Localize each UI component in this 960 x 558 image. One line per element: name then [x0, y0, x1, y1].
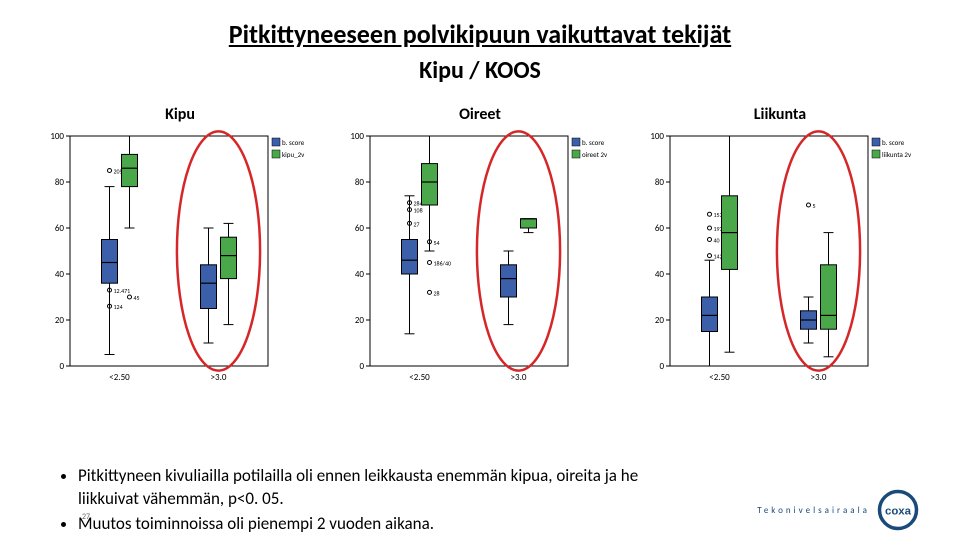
- svg-text:60: 60: [55, 223, 65, 234]
- svg-text:186/40: 186/40: [434, 260, 452, 268]
- slide-title: Pitkittyneeseen polvikipuun vaikuttavat …: [0, 18, 960, 50]
- svg-text:27: 27: [414, 220, 420, 228]
- logo-mark: coxa: [876, 488, 920, 532]
- svg-text:40: 40: [655, 269, 665, 280]
- svg-text:b. score: b. score: [282, 138, 305, 147]
- svg-text:>3.0: >3.0: [211, 372, 227, 383]
- svg-text:<2.50: <2.50: [109, 372, 130, 383]
- page-number: 27: [82, 512, 90, 522]
- svg-text:20: 20: [355, 315, 365, 326]
- svg-text:12.471: 12.471: [114, 287, 131, 295]
- svg-text:80: 80: [655, 177, 665, 188]
- bullet-item: Pitkittyneen kivuliailla potilailla oli …: [78, 465, 700, 511]
- svg-text:40: 40: [714, 237, 720, 245]
- svg-text:20: 20: [655, 315, 665, 326]
- bullet-list: Pitkittyneen kivuliailla potilailla oli …: [60, 465, 700, 538]
- panel-liikunta: Liikunta 0 20 40 60 80 100 <2.50 >3.0 b. score li…: [640, 105, 920, 388]
- svg-text:5: 5: [813, 202, 816, 210]
- svg-text:coxa: coxa: [885, 505, 912, 517]
- panel-oireet: Oireet 0 20 40 60 80 100 <2.50 >3.0 b. score oire…: [340, 105, 620, 388]
- panel-title: Kipu: [40, 105, 320, 124]
- svg-text:54: 54: [434, 239, 440, 247]
- svg-text:>3.0: >3.0: [811, 372, 827, 383]
- panel-kipu: Kipu 0 20 40 60 80 100 <2.50 >3.0 b. score kipu_2…: [40, 105, 320, 388]
- svg-text:80: 80: [55, 177, 65, 188]
- panel-title: Oireet: [340, 105, 620, 124]
- bullet-item: Muutos toiminnoissa oli pienempi 2 vuode…: [78, 513, 700, 536]
- svg-text:40: 40: [355, 269, 365, 280]
- svg-text:80: 80: [355, 177, 365, 188]
- slide-subtitle: Kipu / KOOS: [0, 56, 960, 85]
- svg-text:124: 124: [114, 303, 123, 311]
- svg-text:100: 100: [650, 131, 664, 142]
- svg-text:100: 100: [50, 131, 64, 142]
- svg-text:kipu_2v: kipu_2v: [282, 150, 305, 159]
- boxplot-oireet: 0 20 40 60 80 100 <2.50 >3.0 b. score oireet 2v 10…: [340, 128, 620, 388]
- svg-text:0: 0: [359, 361, 364, 372]
- svg-text:108: 108: [414, 207, 423, 215]
- svg-text:100: 100: [350, 131, 364, 142]
- logo-text: Tekonivelsairaala: [757, 505, 870, 516]
- svg-text:60: 60: [655, 223, 665, 234]
- svg-text:b. score: b. score: [582, 138, 605, 147]
- svg-text:b. score: b. score: [882, 138, 905, 147]
- svg-text:>3.0: >3.0: [511, 372, 527, 383]
- svg-text:oireet 2v: oireet 2v: [582, 150, 608, 159]
- svg-text:40: 40: [55, 269, 65, 280]
- svg-text:<2.50: <2.50: [709, 372, 730, 383]
- svg-text:20: 20: [55, 315, 65, 326]
- svg-text:28: 28: [434, 289, 440, 297]
- svg-text:0: 0: [59, 361, 64, 372]
- svg-text:<2.50: <2.50: [409, 372, 430, 383]
- svg-text:45: 45: [134, 294, 140, 302]
- boxplot-kipu: 020406080100<2.50>3.0b. scorekipu_2v2051…: [40, 128, 320, 388]
- boxplot-liikunta: 0 20 40 60 80 100 <2.50 >3.0 b. score liikunta 2v…: [640, 128, 920, 388]
- svg-text:60: 60: [355, 223, 365, 234]
- svg-text:0: 0: [659, 361, 664, 372]
- logo: Tekonivelsairaala coxa: [757, 488, 920, 532]
- panels-row: Kipu 0 20 40 60 80 100 <2.50 >3.0 b. score kipu_2…: [0, 105, 960, 388]
- panel-title: Liikunta: [640, 105, 920, 124]
- svg-text:liikunta 2v: liikunta 2v: [882, 150, 912, 159]
